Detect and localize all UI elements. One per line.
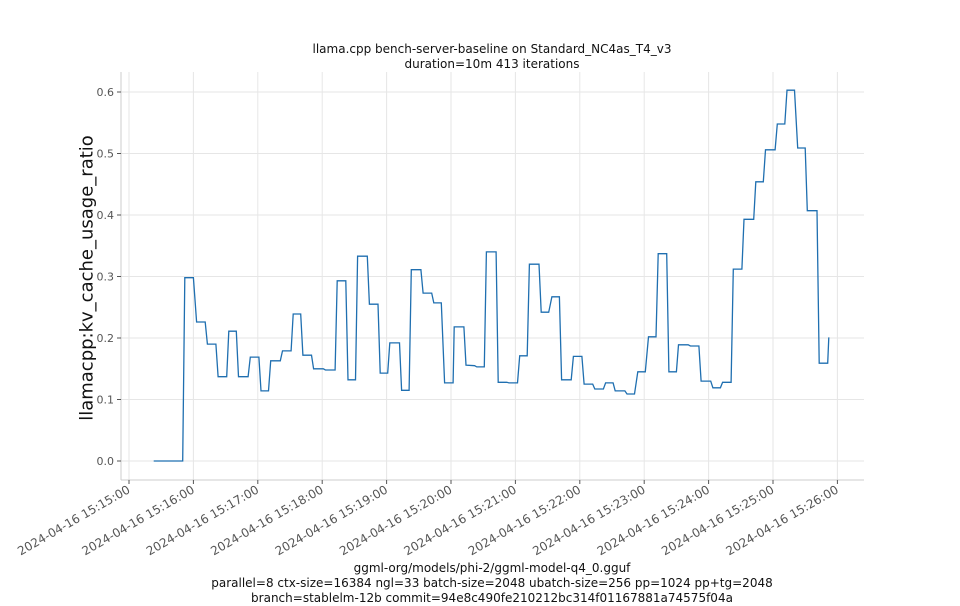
x-tick-label: 2024-04-16 15:21:00	[402, 482, 519, 558]
x-tick-label: 2024-04-16 15:19:00	[273, 482, 390, 558]
chart-title-line2: duration=10m 413 iterations	[404, 57, 580, 71]
x-tick-label: 2024-04-16 15:22:00	[466, 482, 583, 558]
footer-model: ggml-org/models/phi-2/ggml-model-q4_0.gg…	[353, 561, 631, 575]
y-tick-label: 0.5	[97, 148, 115, 161]
y-tick-label: 0.2	[97, 332, 115, 345]
chart-title: llama.cpp bench-server-baseline on Stand…	[0, 42, 960, 72]
gridlines	[121, 72, 864, 480]
y-tick-label: 0.1	[97, 394, 115, 407]
x-tick-label: 2024-04-16 15:23:00	[530, 482, 647, 558]
y-tick-label: 0.6	[97, 86, 115, 99]
kv-cache-usage-line	[153, 89, 830, 462]
x-tick-label: 2024-04-16 15:18:00	[208, 482, 325, 558]
x-tick-label: 2024-04-16 15:26:00	[724, 482, 841, 558]
footer-params: parallel=8 ctx-size=16384 ngl=33 batch-s…	[211, 576, 773, 590]
y-tick-label: 0.4	[97, 209, 115, 222]
x-tick-label: 2024-04-16 15:15:00	[15, 482, 132, 558]
x-tick-label: 2024-04-16 15:25:00	[659, 482, 776, 558]
chart-title-line1: llama.cpp bench-server-baseline on Stand…	[312, 42, 672, 56]
footer-commit: branch=stablelm-12b commit=94e8c490fe210…	[251, 591, 733, 605]
x-tick-label: 2024-04-16 15:17:00	[144, 482, 261, 558]
y-tick-label: 0.0	[97, 455, 115, 468]
x-tick-label: 2024-04-16 15:24:00	[595, 482, 712, 558]
x-tick-label: 2024-04-16 15:20:00	[337, 482, 454, 558]
y-tick-label: 0.3	[97, 271, 115, 284]
x-tick-label: 2024-04-16 15:16:00	[80, 482, 197, 558]
y-axis-ticks: 0.0 0.1 0.2 0.3 0.4 0.5 0.6	[97, 86, 121, 468]
chart-footer: ggml-org/models/phi-2/ggml-model-q4_0.gg…	[0, 561, 960, 606]
